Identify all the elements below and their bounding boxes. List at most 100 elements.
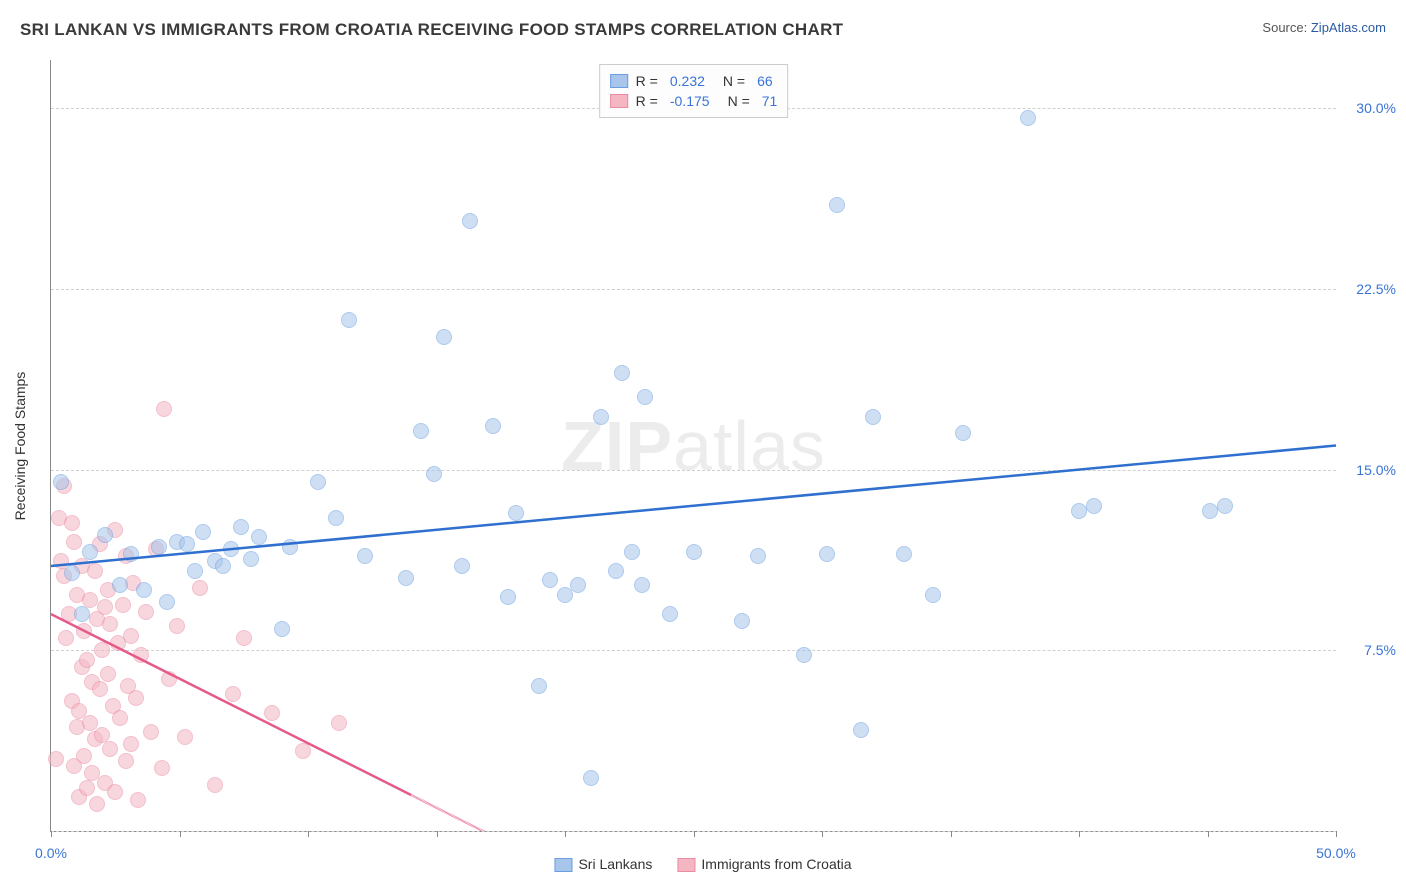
point-series-a bbox=[634, 577, 650, 593]
point-series-a bbox=[796, 647, 812, 663]
point-series-a bbox=[341, 312, 357, 328]
point-series-a bbox=[398, 570, 414, 586]
point-series-b bbox=[102, 741, 118, 757]
point-series-a bbox=[508, 505, 524, 521]
point-series-a bbox=[485, 418, 501, 434]
point-series-a bbox=[328, 510, 344, 526]
point-series-b bbox=[138, 604, 154, 620]
point-series-a bbox=[853, 722, 869, 738]
legend-item: Sri Lankans bbox=[554, 856, 652, 872]
point-series-a bbox=[436, 329, 452, 345]
point-series-a bbox=[215, 558, 231, 574]
point-series-a bbox=[233, 519, 249, 535]
point-series-a bbox=[282, 539, 298, 555]
legend-swatch bbox=[554, 858, 572, 872]
legend-swatch bbox=[610, 94, 628, 108]
point-series-b bbox=[295, 743, 311, 759]
legend-label: Sri Lankans bbox=[578, 856, 652, 872]
y-tick-label: 22.5% bbox=[1356, 281, 1396, 297]
point-series-b bbox=[264, 705, 280, 721]
point-series-a bbox=[614, 365, 630, 381]
source-link[interactable]: ZipAtlas.com bbox=[1311, 20, 1386, 35]
point-series-b bbox=[107, 784, 123, 800]
point-series-a bbox=[243, 551, 259, 567]
point-series-a bbox=[251, 529, 267, 545]
point-series-b bbox=[64, 515, 80, 531]
point-series-a bbox=[955, 425, 971, 441]
point-series-b bbox=[66, 534, 82, 550]
scatter-chart: ZIPatlas R = 0.232N = 66R = -0.175N = 71… bbox=[50, 60, 1336, 832]
point-series-a bbox=[570, 577, 586, 593]
point-series-a bbox=[1020, 110, 1036, 126]
point-series-a bbox=[1086, 498, 1102, 514]
x-tick bbox=[1079, 831, 1080, 837]
point-series-a bbox=[179, 536, 195, 552]
point-series-a bbox=[624, 544, 640, 560]
point-series-b bbox=[128, 690, 144, 706]
point-series-a bbox=[74, 606, 90, 622]
point-series-b bbox=[169, 618, 185, 634]
point-series-a bbox=[82, 544, 98, 560]
x-tick bbox=[1208, 831, 1209, 837]
point-series-a bbox=[187, 563, 203, 579]
point-series-b bbox=[207, 777, 223, 793]
gridline-h bbox=[51, 289, 1336, 290]
point-series-b bbox=[225, 686, 241, 702]
header: SRI LANKAN VS IMMIGRANTS FROM CROATIA RE… bbox=[20, 20, 1386, 40]
point-series-a bbox=[896, 546, 912, 562]
point-series-b bbox=[92, 681, 108, 697]
point-series-b bbox=[123, 628, 139, 644]
x-tick bbox=[1336, 831, 1337, 837]
point-series-b bbox=[48, 751, 64, 767]
point-series-a bbox=[136, 582, 152, 598]
point-series-b bbox=[143, 724, 159, 740]
point-series-a bbox=[829, 197, 845, 213]
x-tick bbox=[180, 831, 181, 837]
point-series-b bbox=[112, 710, 128, 726]
point-series-b bbox=[87, 563, 103, 579]
point-series-a bbox=[531, 678, 547, 694]
point-series-a bbox=[500, 589, 516, 605]
point-series-a bbox=[608, 563, 624, 579]
point-series-a bbox=[819, 546, 835, 562]
point-series-b bbox=[154, 760, 170, 776]
point-series-a bbox=[865, 409, 881, 425]
x-tick bbox=[822, 831, 823, 837]
y-tick-label: 30.0% bbox=[1356, 100, 1396, 116]
y-tick-label: 7.5% bbox=[1364, 642, 1396, 658]
chart-title: SRI LANKAN VS IMMIGRANTS FROM CROATIA RE… bbox=[20, 20, 843, 40]
point-series-b bbox=[115, 597, 131, 613]
series-legend: Sri Lankans Immigrants from Croatia bbox=[554, 856, 851, 872]
point-series-a bbox=[637, 389, 653, 405]
x-tick-label: 50.0% bbox=[1316, 845, 1356, 861]
point-series-a bbox=[734, 613, 750, 629]
point-series-a bbox=[195, 524, 211, 540]
legend-swatch bbox=[610, 74, 628, 88]
point-series-b bbox=[161, 671, 177, 687]
legend-stat-row: R = -0.175N = 71 bbox=[610, 91, 778, 111]
point-series-a bbox=[97, 527, 113, 543]
x-tick bbox=[437, 831, 438, 837]
x-tick bbox=[565, 831, 566, 837]
legend-item: Immigrants from Croatia bbox=[677, 856, 851, 872]
source-label: Source: ZipAtlas.com bbox=[1262, 20, 1386, 35]
point-series-a bbox=[542, 572, 558, 588]
point-series-b bbox=[100, 666, 116, 682]
point-series-a bbox=[454, 558, 470, 574]
point-series-b bbox=[192, 580, 208, 596]
point-series-a bbox=[925, 587, 941, 603]
x-tick bbox=[694, 831, 695, 837]
point-series-a bbox=[310, 474, 326, 490]
x-tick-label: 0.0% bbox=[35, 845, 67, 861]
point-series-a bbox=[462, 213, 478, 229]
point-series-a bbox=[426, 466, 442, 482]
point-series-a bbox=[662, 606, 678, 622]
r-value: -0.175 bbox=[670, 93, 710, 109]
point-series-a bbox=[1202, 503, 1218, 519]
gridline-h bbox=[51, 470, 1336, 471]
trend-lines bbox=[51, 60, 1336, 831]
point-series-b bbox=[133, 647, 149, 663]
point-series-a bbox=[593, 409, 609, 425]
point-series-a bbox=[112, 577, 128, 593]
point-series-b bbox=[89, 796, 105, 812]
